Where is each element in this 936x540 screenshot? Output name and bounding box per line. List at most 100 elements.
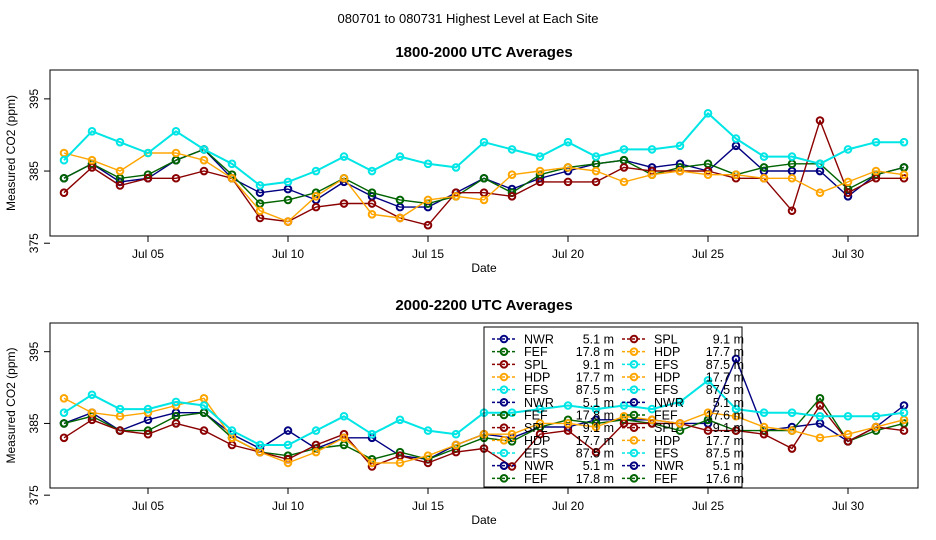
chart-title: 1800-2000 UTC Averages: [395, 44, 572, 61]
legend-height: 9.1 m: [713, 421, 744, 435]
data-point: [367, 429, 377, 439]
data-point: [591, 166, 601, 176]
legend-label: SPL: [524, 358, 548, 372]
legend-marker: [499, 347, 509, 356]
data-point: [563, 177, 573, 187]
legend-label: HDP: [654, 371, 680, 385]
legend-label: FEF: [654, 409, 678, 423]
data-point: [255, 181, 265, 190]
data-point: [731, 426, 741, 435]
data-point: [871, 411, 881, 421]
legend-label: EFS: [654, 383, 678, 397]
x-tick-label: Jul 15: [412, 499, 444, 513]
data-point: [815, 433, 825, 443]
data-point: [87, 408, 97, 417]
data-point: [311, 426, 321, 435]
data-point: [843, 411, 853, 421]
data-point: [675, 419, 685, 428]
data-point: [283, 177, 293, 187]
legend-marker: [629, 334, 639, 344]
legend-marker: [499, 436, 509, 445]
data-point: [703, 426, 713, 435]
legend-height: 17.7 m: [706, 345, 744, 359]
data-point: [647, 415, 657, 425]
y-tick-label: 385: [27, 413, 41, 433]
data-point: [899, 426, 909, 435]
legend-height: 87.5 m: [576, 447, 614, 461]
x-tick-label: Jul 30: [832, 499, 864, 513]
data-point: [143, 148, 153, 158]
legend-entry: HDP 17.7 m: [622, 434, 744, 448]
legend-height: 17.7 m: [576, 434, 614, 448]
legend-label: EFS: [524, 447, 548, 461]
data-point: [703, 376, 713, 385]
data-point: [871, 166, 881, 176]
legend-entry: EFS 87.5 m: [492, 383, 614, 397]
data-point: [535, 177, 545, 187]
legend-label: FEF: [524, 472, 548, 486]
legend-label: HDP: [654, 345, 680, 359]
data-point: [255, 206, 265, 216]
data-point: [115, 404, 125, 414]
y-tick-label: 395: [27, 341, 41, 361]
legend-label: NWR: [654, 459, 684, 473]
data-point: [451, 163, 461, 172]
data-point: [675, 166, 685, 176]
data-point: [787, 408, 797, 417]
data-point: [367, 188, 377, 197]
data-point: [227, 159, 237, 169]
data-point: [199, 401, 209, 410]
legend-height: 17.8 m: [576, 345, 614, 359]
data-point: [591, 404, 601, 414]
legend-height: 9.1 m: [713, 333, 744, 347]
data-point: [507, 192, 517, 201]
plot-frame: [49, 322, 919, 489]
data-point: [787, 173, 797, 183]
legend-label: NWR: [654, 396, 684, 410]
y-tick-label: 375: [27, 233, 41, 253]
legend-entry: SPL 9.1 m: [622, 421, 744, 435]
data-point: [115, 137, 125, 147]
data-point: [255, 440, 265, 450]
legend-height: 17.8 m: [576, 409, 614, 423]
x-tick-label: Jul 20: [552, 247, 584, 261]
data-point: [171, 127, 181, 136]
legend-height: 87.5 m: [706, 383, 744, 397]
data-point: [591, 152, 601, 161]
x-tick-label: Jul 25: [692, 499, 724, 513]
chart-panel-1: 1800-2000 UTC Averages Jul 05 Jul 10 Jul 15…: [4, 44, 919, 275]
data-point: [339, 199, 349, 208]
data-point: [843, 177, 853, 187]
data-point: [311, 447, 321, 457]
data-point: [87, 390, 97, 400]
data-point: [367, 166, 377, 176]
figure-supertitle: 080701 to 080731 Highest Level at Each S…: [338, 11, 599, 26]
legend-label: FEF: [654, 472, 678, 486]
data-point: [535, 166, 545, 176]
legend-height: 17.6 m: [706, 472, 744, 486]
data-point: [815, 188, 825, 197]
data-point: [339, 173, 349, 183]
legend-marker: [499, 461, 509, 470]
data-point: [899, 408, 909, 417]
legend-height: 9.1 m: [583, 421, 614, 435]
legend-label: HDP: [524, 434, 550, 448]
legend-entry: FEF 17.6 m: [622, 472, 744, 486]
legend-marker: [499, 423, 509, 432]
data-point: [731, 134, 741, 143]
data-point: [283, 440, 293, 450]
series-spl: [59, 116, 909, 230]
legend-height: 87.5 m: [706, 358, 744, 372]
data-point: [87, 155, 97, 165]
legend-marker: [629, 372, 639, 382]
legend-label: NWR: [524, 459, 554, 473]
data-point: [143, 404, 153, 414]
legend-height: 5.1 m: [583, 333, 614, 347]
data-point: [619, 145, 629, 154]
data-point: [647, 404, 657, 414]
legend-label: SPL: [524, 421, 548, 435]
data-point: [59, 188, 69, 197]
x-tick-label: Jul 05: [132, 247, 164, 261]
data-point: [283, 426, 293, 435]
